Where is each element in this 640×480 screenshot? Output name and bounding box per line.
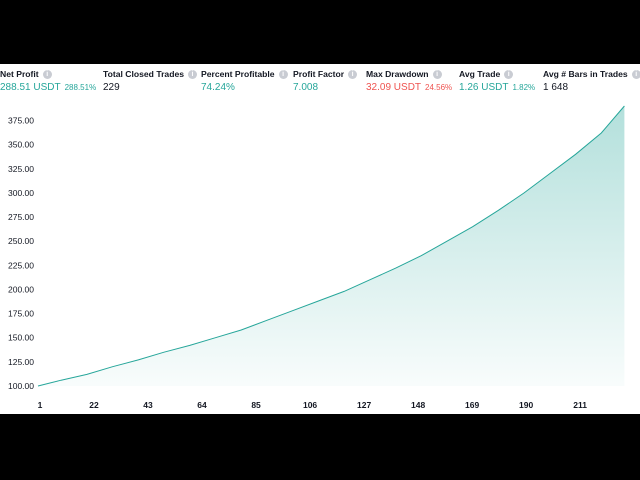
y-tick-label: 225.00 [8,260,34,270]
info-icon[interactable]: i [504,69,514,79]
x-tick-label: 148 [411,400,425,410]
x-axis: 1 22 43 64 85 106 127 148 169 190 211 [38,400,588,410]
metric-label: Avg # Bars in Trades [543,69,628,79]
metric-label: Percent Profitable [201,69,275,79]
metric-sub-value: 24.56% [425,83,453,92]
info-icon[interactable]: i [188,69,198,79]
metric-percent-profitable: Percent Profitable i 74.24% [201,69,288,93]
metric-value: 32.09 USDT [366,82,422,93]
y-tick-label: 325.00 [8,164,34,174]
info-icon[interactable]: i [278,69,288,79]
y-tick-label: 200.00 [8,284,34,294]
metric-value: 7.008 [293,82,319,93]
x-tick-label: 211 [573,400,587,410]
metric-sub-value: 1.82% [512,83,536,92]
metric-label: Max Drawdown [366,69,429,79]
info-icon[interactable]: i [432,69,442,79]
x-tick-label: 127 [357,400,371,410]
y-tick-label: 350.00 [8,140,34,150]
strategy-report-panel: Net Profit i 288.51 USDT 288.51% Total Clo… [0,64,640,414]
metric-label: Net Profit [0,69,39,79]
y-tick-label: 275.00 [8,212,34,222]
metric-value: 229 [103,82,120,93]
x-tick-label: 106 [303,400,317,410]
metric-profit-factor: Profit Factor i 7.008 [293,69,358,93]
y-tick-label: 300.00 [8,188,34,198]
info-icon[interactable]: i [631,69,640,79]
metric-value: 288.51 USDT [0,82,61,93]
equity-chart[interactable]: 100.00 125.00 150.00 175.00 200.00 225.00 250.… [0,64,640,414]
metric-label: Profit Factor [293,69,345,79]
info-icon[interactable]: i [348,69,358,79]
y-tick-label: 175.00 [8,309,34,319]
equity-area [38,106,625,386]
metric-max-drawdown: Max Drawdown i 32.09 USDT 24.56% [366,69,452,93]
x-tick-label: 43 [143,400,153,410]
y-tick-label: 375.00 [8,115,34,125]
y-tick-label: 150.00 [8,333,34,343]
x-tick-label: 190 [519,400,533,410]
metric-avg-bars-in-trades: Avg # Bars in Trades i 1 648 [543,69,640,93]
metric-sub-value: 288.51% [64,83,97,92]
metric-total-closed-trades: Total Closed Trades i 229 [103,69,198,93]
x-tick-label: 85 [251,400,261,410]
y-tick-label: 125.00 [8,357,34,367]
y-axis: 100.00 125.00 150.00 175.00 200.00 225.00 250.… [8,115,34,391]
metric-avg-trade: Avg Trade i 1.26 USDT 1.82% [459,69,535,93]
metric-value: 1.26 USDT [459,82,509,93]
equity-line [37,105,625,387]
metric-label: Avg Trade [459,69,501,79]
y-tick-label: 100.00 [8,381,34,391]
metric-label: Total Closed Trades [103,69,185,79]
x-tick-label: 22 [89,400,99,410]
metric-value: 1 648 [543,82,569,93]
metric-value: 74.24% [201,82,235,93]
y-tick-label: 250.00 [8,236,34,246]
x-tick-label: 1 [38,400,43,410]
x-tick-label: 64 [197,400,207,410]
info-icon[interactable]: i [42,69,52,79]
x-tick-label: 169 [465,400,479,410]
metric-net-profit: Net Profit i 288.51 USDT 288.51% [0,69,96,93]
